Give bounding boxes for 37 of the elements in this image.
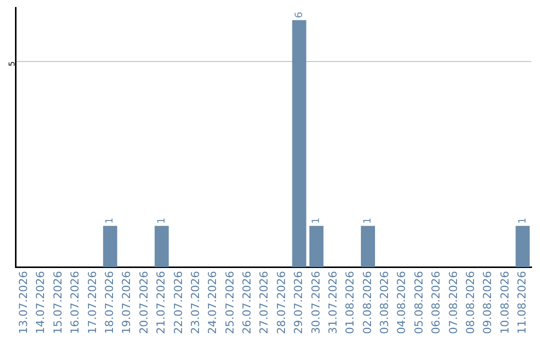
x-tick-label: 15.07.2026 xyxy=(51,271,64,334)
x-tick-label: 03.08.2026 xyxy=(378,271,392,334)
x-tick-label: 30.07.2026 xyxy=(309,271,322,334)
x-tick-label: 04.08.2026 xyxy=(395,271,408,334)
x-tick-label: 24.07.2026 xyxy=(206,271,220,334)
x-tick-label: 21.07.2026 xyxy=(154,271,168,334)
x-tick-label: 22.07.2026 xyxy=(172,271,185,334)
data-label: 1 xyxy=(310,218,322,224)
x-tick-label: 10.08.2026 xyxy=(498,271,512,334)
x-tick-label: 26.07.2026 xyxy=(240,271,254,334)
x-tick-label: 11.08.2026 xyxy=(516,271,529,334)
x-tick-label: 19.07.2026 xyxy=(120,271,134,334)
data-label: 6 xyxy=(294,12,305,18)
x-tick-label: 06.08.2026 xyxy=(430,271,443,334)
x-tick-label: 05.08.2026 xyxy=(412,271,426,334)
data-label: 1 xyxy=(156,218,168,224)
x-tick-label: 18.07.2026 xyxy=(102,271,116,334)
x-tick-label: 08.08.2026 xyxy=(464,271,477,334)
x-tick-label: 01.08.2026 xyxy=(344,271,357,334)
data-label: 1 xyxy=(362,218,374,224)
y-tick-label: 5 xyxy=(8,61,17,66)
x-tick-label: 16.07.2026 xyxy=(68,271,82,334)
x-tick-label: 23.07.2026 xyxy=(188,271,202,334)
x-tick-label: 31.07.2026 xyxy=(326,271,340,334)
x-tick-label: 17.07.2026 xyxy=(86,271,99,334)
x-tick-label: 27.07.2026 xyxy=(258,271,271,334)
x-tick-label: 13.07.2026 xyxy=(17,271,30,334)
x-tick-label: 20.07.2026 xyxy=(137,271,150,334)
x-tick-label: 09.08.2026 xyxy=(481,271,494,334)
x-tick-label: 07.08.2026 xyxy=(446,271,460,334)
x-tick-label: 29.07.2026 xyxy=(292,271,306,334)
x-tick-label: 02.08.2026 xyxy=(360,271,374,334)
data-label: 1 xyxy=(104,218,116,224)
data-label: 1 xyxy=(517,218,528,224)
x-tick-label: 28.07.2026 xyxy=(274,271,288,334)
x-tick-label: 25.07.2026 xyxy=(223,271,236,334)
x-tick-label: 14.07.2026 xyxy=(34,271,48,334)
